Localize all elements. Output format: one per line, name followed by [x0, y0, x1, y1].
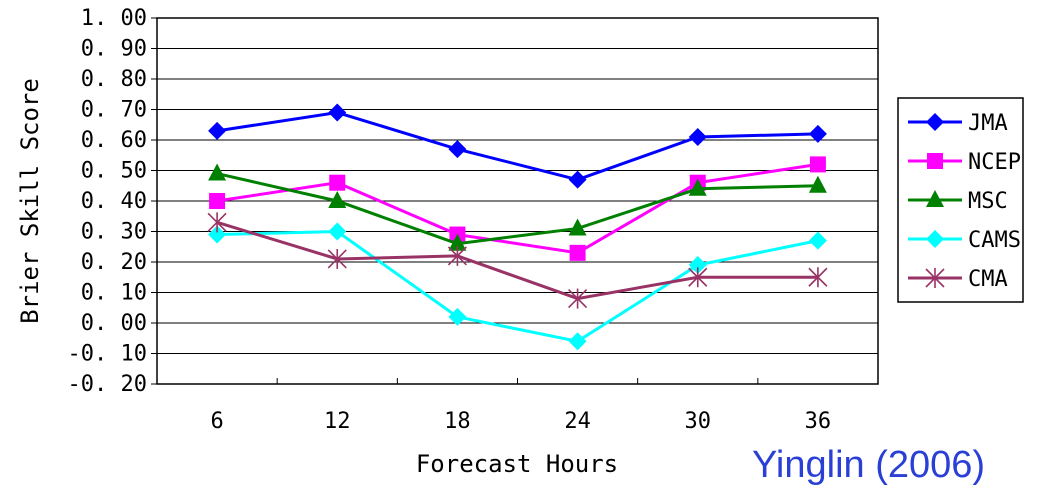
series-line-ncep [216, 162, 819, 255]
legend-item-cma: CMA [908, 267, 1008, 292]
x-tick-label: 24 [564, 409, 591, 434]
data-point-cma [568, 288, 588, 309]
data-point-cams [688, 256, 707, 275]
data-point-cams [568, 332, 587, 351]
credit-text: Yinglin (2006) [752, 444, 986, 486]
series-group [207, 103, 828, 351]
data-point-cma [688, 267, 708, 288]
y-tick-label: 0. 10 [81, 281, 147, 306]
y-tick-label: 0. 40 [81, 189, 147, 214]
data-point-cma [327, 248, 347, 269]
legend-item-msc: MSC [908, 189, 1008, 214]
legend-marker-ncep [927, 153, 943, 169]
data-point-jma [328, 103, 347, 122]
legend-label-cma: CMA [968, 267, 1008, 292]
legend-label-msc: MSC [968, 189, 1008, 214]
data-point-msc [208, 163, 227, 181]
data-point-jma [568, 170, 587, 189]
data-point-cma [808, 267, 828, 288]
x-axis-title: Forecast Hours [416, 450, 618, 478]
series-cma [207, 212, 828, 309]
series-jma [208, 103, 827, 189]
legend-item-jma: JMA [908, 111, 1008, 136]
legend-marker-cams [926, 230, 944, 248]
y-axis-title: Brier Skill Score [16, 78, 44, 324]
y-tick-label: -0. 20 [68, 372, 147, 397]
data-point-msc [328, 191, 347, 208]
x-axis: 6 12 18 24 30 36 [210, 378, 831, 434]
series-line-jma [216, 111, 818, 182]
data-point-ncep [569, 244, 586, 261]
data-point-jma [208, 121, 227, 140]
data-point-cams [448, 307, 467, 326]
y-tick-label: 1. 00 [81, 6, 147, 31]
x-tick-label: 6 [210, 409, 223, 434]
legend-marker-cma [925, 268, 945, 288]
legend: JMA NCEP MSC CAMS CMA [897, 97, 1024, 303]
data-point-msc [688, 178, 707, 196]
y-tick-label: 0. 60 [81, 128, 147, 153]
x-tick-label: 12 [324, 409, 351, 434]
legend-label-jma: JMA [968, 111, 1008, 136]
legend-marker-msc [926, 190, 944, 207]
data-point-jma [448, 140, 467, 159]
y-tick-label: 0. 30 [81, 220, 147, 245]
x-tick-label: 18 [444, 409, 471, 434]
y-tick-label: 0. 90 [81, 37, 147, 62]
data-point-cams [208, 225, 227, 244]
data-point-ncep [329, 174, 346, 191]
data-point-jma [808, 124, 827, 143]
series-line-cma [216, 220, 818, 301]
data-point-cams [808, 231, 827, 250]
data-point-cma [447, 245, 467, 266]
y-tick-label: 0. 70 [81, 98, 147, 123]
data-point-jma [688, 127, 707, 146]
y-axis: -0. 20 -0. 10 0. 00 0. 10 0. 20 0. 30 0. 40 0. … [68, 6, 157, 397]
data-point-cma [207, 212, 227, 233]
y-tick-label: 0. 50 [81, 159, 147, 184]
data-point-ncep [809, 156, 826, 173]
data-point-msc [808, 175, 827, 193]
legend-marker-jma [926, 113, 944, 131]
series-msc [208, 163, 827, 251]
legend-item-ncep: NCEP [908, 150, 1021, 175]
legend-item-cams: CAMS [908, 228, 1021, 253]
data-point-ncep [209, 193, 226, 209]
legend-label-ncep: NCEP [968, 150, 1021, 175]
data-point-msc [568, 218, 587, 236]
data-point-msc [448, 233, 467, 251]
data-point-cams [328, 222, 347, 241]
x-tick-label: 30 [685, 409, 712, 434]
y-tick-label: -0. 10 [68, 342, 147, 367]
y-tick-label: 0. 20 [81, 250, 147, 275]
series-line-msc [216, 172, 818, 246]
gridlines [157, 48, 878, 354]
y-tick-label: 0. 00 [81, 311, 147, 336]
series-line-cams [217, 229, 819, 343]
legend-label-cams: CAMS [968, 228, 1021, 253]
series-cams [208, 222, 827, 351]
x-tick-label: 36 [805, 409, 832, 434]
y-tick-label: 0. 80 [81, 67, 147, 92]
